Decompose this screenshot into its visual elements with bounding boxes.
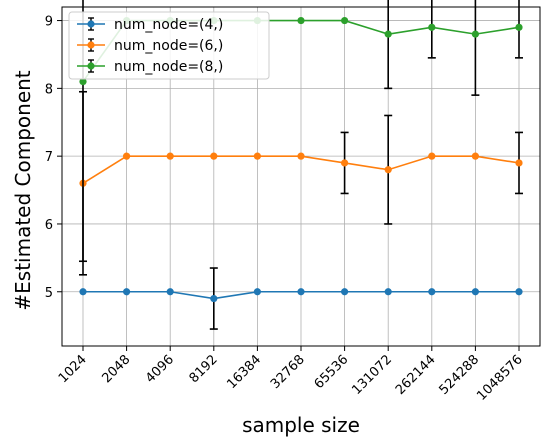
data-point xyxy=(79,288,87,296)
data-point xyxy=(515,23,523,31)
x-tick-label: 1024 xyxy=(56,352,90,386)
series-1 xyxy=(79,267,523,330)
data-point xyxy=(341,16,349,25)
y-tick-label: 5 xyxy=(45,286,53,301)
data-point xyxy=(210,294,218,303)
series-layer xyxy=(79,0,523,330)
series-3 xyxy=(79,0,523,263)
data-point xyxy=(384,30,392,38)
data-point xyxy=(515,288,523,296)
data-point xyxy=(428,152,436,160)
data-point xyxy=(166,152,174,160)
data-point xyxy=(253,152,261,160)
legend-item: num_node=(6,) xyxy=(77,38,223,54)
y-tick-label: 7 xyxy=(45,150,53,165)
y-tick-label: 8 xyxy=(45,82,53,97)
legend-marker xyxy=(87,41,95,49)
data-point xyxy=(123,288,131,296)
x-tick-label: 65536 xyxy=(312,352,352,392)
legend-marker xyxy=(87,20,95,28)
data-point xyxy=(253,288,261,296)
legend-item: num_node=(4,) xyxy=(77,17,223,33)
y-axis-label: #Estimated Component xyxy=(11,70,35,310)
data-point xyxy=(341,288,349,296)
data-point xyxy=(297,152,305,160)
data-point xyxy=(471,152,479,160)
data-point xyxy=(297,288,305,296)
legend-label: num_node=(4,) xyxy=(114,17,223,33)
legend-label: num_node=(6,) xyxy=(114,38,223,54)
data-point xyxy=(384,288,392,296)
x-tick-label: 262144 xyxy=(393,352,439,398)
data-point xyxy=(384,166,392,174)
data-point xyxy=(297,16,305,25)
legend-box xyxy=(68,11,270,80)
data-point xyxy=(210,152,218,160)
data-point xyxy=(515,159,523,167)
x-tick-label: 2048 xyxy=(99,352,133,386)
data-point xyxy=(471,288,479,296)
legend-marker xyxy=(87,62,95,70)
plot-frame xyxy=(61,6,541,347)
y-tick-label: 9 xyxy=(45,15,53,30)
x-tick-label: 8192 xyxy=(187,352,221,386)
data-point xyxy=(471,30,479,38)
data-point xyxy=(341,159,349,167)
x-tick-label: 32768 xyxy=(268,352,308,392)
data-point xyxy=(166,288,174,296)
legend: num_node=(4,) num_node=(6,) num_node=(8,) xyxy=(68,11,270,80)
y-tick-label: 6 xyxy=(45,218,53,233)
data-point xyxy=(79,77,87,86)
data-point xyxy=(123,152,131,160)
x-tick-label: 131072 xyxy=(349,352,395,398)
legend-label: num_node=(8,) xyxy=(114,59,223,75)
x-tick-label: 16384 xyxy=(224,352,264,392)
data-point xyxy=(428,288,436,296)
data-point xyxy=(428,23,436,31)
x-tick-label: 1048576 xyxy=(474,352,526,404)
x-axis-label: sample size xyxy=(242,413,360,437)
legend-item: num_node=(8,) xyxy=(77,59,223,75)
x-tick-label: 4096 xyxy=(143,352,177,386)
